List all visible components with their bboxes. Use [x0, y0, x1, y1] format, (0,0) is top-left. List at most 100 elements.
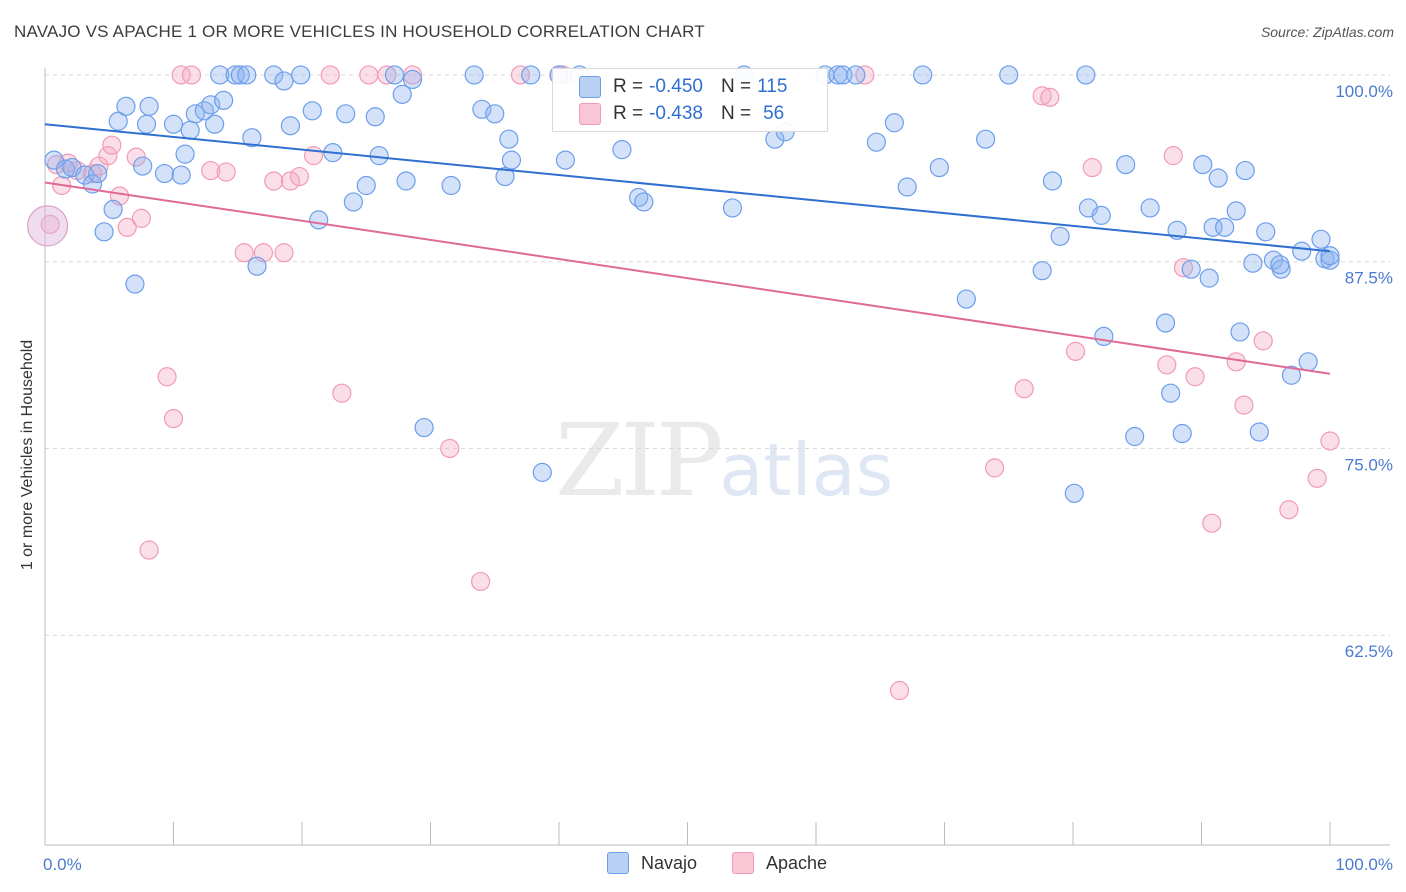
- bottom-legend-apache: Apache: [732, 852, 827, 874]
- navajo-point: [464, 65, 484, 85]
- apache-point: [332, 383, 352, 403]
- apache-point: [201, 160, 221, 181]
- navajo-point: [343, 192, 363, 212]
- navajo-point: [1243, 253, 1263, 273]
- navajo-point: [1091, 205, 1111, 225]
- trend-lines: [44, 123, 1331, 375]
- navajo-point: [291, 65, 311, 85]
- navajo-legend-swatch: [607, 852, 629, 874]
- legend-row-navajo: R = -0.450 N = 115: [579, 74, 787, 100]
- legend-box: R = -0.450 N = 115 R = -0.438 N = 56: [552, 68, 828, 132]
- apache-point: [1202, 513, 1222, 533]
- navajo-point: [1199, 268, 1219, 288]
- navajo-swatch: [579, 76, 601, 98]
- apache-point: [26, 205, 69, 247]
- y-tick-label: 87.5%: [1345, 269, 1393, 288]
- navajo-point: [55, 159, 76, 179]
- apache-point: [1082, 157, 1102, 178]
- navajo-point: [136, 114, 157, 134]
- navajo-point: [956, 289, 976, 309]
- navajo-point: [884, 113, 904, 133]
- navajo-point: [309, 210, 329, 230]
- navajo-point: [1281, 365, 1302, 385]
- x-tick-label: 100.0%: [1335, 855, 1393, 874]
- navajo-point: [1235, 160, 1255, 181]
- apache-point: [985, 458, 1005, 478]
- navajo-n-value: 115: [757, 76, 788, 97]
- navajo-point: [1292, 241, 1312, 261]
- y-tick-label: 62.5%: [1345, 642, 1393, 661]
- apache-point: [1253, 331, 1273, 351]
- navajo-point: [1230, 322, 1250, 342]
- navajo-r-label: R =: [613, 76, 644, 97]
- navajo-point: [555, 150, 576, 170]
- apache-point: [82, 163, 103, 184]
- tick-labels: 62.5% 75.0% 87.5% 100.0% 0.0% 100.0%: [43, 82, 1393, 874]
- navajo-legend-label: Navajo: [641, 852, 698, 873]
- navajo-point: [336, 104, 356, 124]
- navajo-point: [1193, 154, 1213, 175]
- apache-point: [131, 208, 151, 228]
- apache-point: [1040, 87, 1060, 107]
- apache-point: [216, 162, 236, 182]
- x-tick-label: 0.0%: [43, 855, 82, 874]
- apache-point: [102, 135, 122, 155]
- navajo-point: [230, 65, 250, 85]
- navajo-point: [1116, 154, 1136, 175]
- apache-swatch: [579, 103, 601, 125]
- apache-point: [181, 65, 202, 85]
- y-tick-label: 75.0%: [1345, 455, 1393, 474]
- navajo-point: [1161, 383, 1181, 403]
- apache-r-value: -0.438: [649, 103, 703, 124]
- navajo-point: [274, 71, 294, 91]
- navajo-point: [205, 114, 225, 134]
- navajo-point: [866, 132, 886, 152]
- apache-points: [26, 65, 1340, 701]
- navajo-point: [133, 156, 153, 176]
- navajo-n-label: N =: [720, 76, 752, 97]
- navajo-point: [154, 163, 175, 184]
- apache-point: [171, 65, 191, 85]
- navajo-point: [722, 198, 743, 218]
- navajo-point: [108, 111, 128, 131]
- navajo-point: [1155, 313, 1176, 333]
- axes: [44, 68, 1390, 846]
- navajo-point: [532, 462, 552, 482]
- apache-point: [280, 171, 301, 191]
- navajo-point: [280, 116, 301, 136]
- navajo-point: [237, 65, 257, 85]
- apache-point: [1185, 367, 1205, 387]
- apache-point: [117, 217, 137, 237]
- navajo-point: [116, 96, 136, 116]
- navajo-point: [1311, 229, 1331, 249]
- navajo-point: [485, 104, 505, 124]
- apache-point: [1157, 355, 1177, 375]
- navajo-point: [175, 144, 195, 164]
- y-tick-label: 100.0%: [1335, 82, 1393, 101]
- navajo-point: [846, 65, 866, 85]
- navajo-point: [264, 65, 284, 85]
- navajo-point: [392, 84, 412, 104]
- apache-r-label: R =: [613, 103, 644, 124]
- navajo-point: [414, 417, 434, 438]
- apache-legend-swatch: [732, 852, 754, 874]
- navajo-r-value: -0.450: [649, 76, 703, 97]
- navajo-point: [356, 175, 376, 196]
- apache-point: [1234, 395, 1254, 415]
- navajo-point: [88, 163, 108, 184]
- navajo-point: [1215, 217, 1235, 237]
- apache-point: [471, 571, 491, 592]
- navajo-point: [1032, 261, 1052, 281]
- apache-point: [157, 367, 177, 387]
- apache-point: [274, 243, 294, 263]
- navajo-point: [180, 120, 200, 140]
- apache-point: [289, 166, 310, 187]
- navajo-point: [402, 69, 423, 90]
- source-label: Source: ZipAtlas.com: [1260, 24, 1394, 40]
- apache-legend-label: Apache: [766, 852, 828, 873]
- navajo-point: [396, 171, 416, 191]
- navajo-point: [1320, 246, 1340, 266]
- navajo-point: [612, 140, 632, 160]
- apache-point: [1032, 86, 1052, 106]
- navajo-point: [1050, 226, 1070, 246]
